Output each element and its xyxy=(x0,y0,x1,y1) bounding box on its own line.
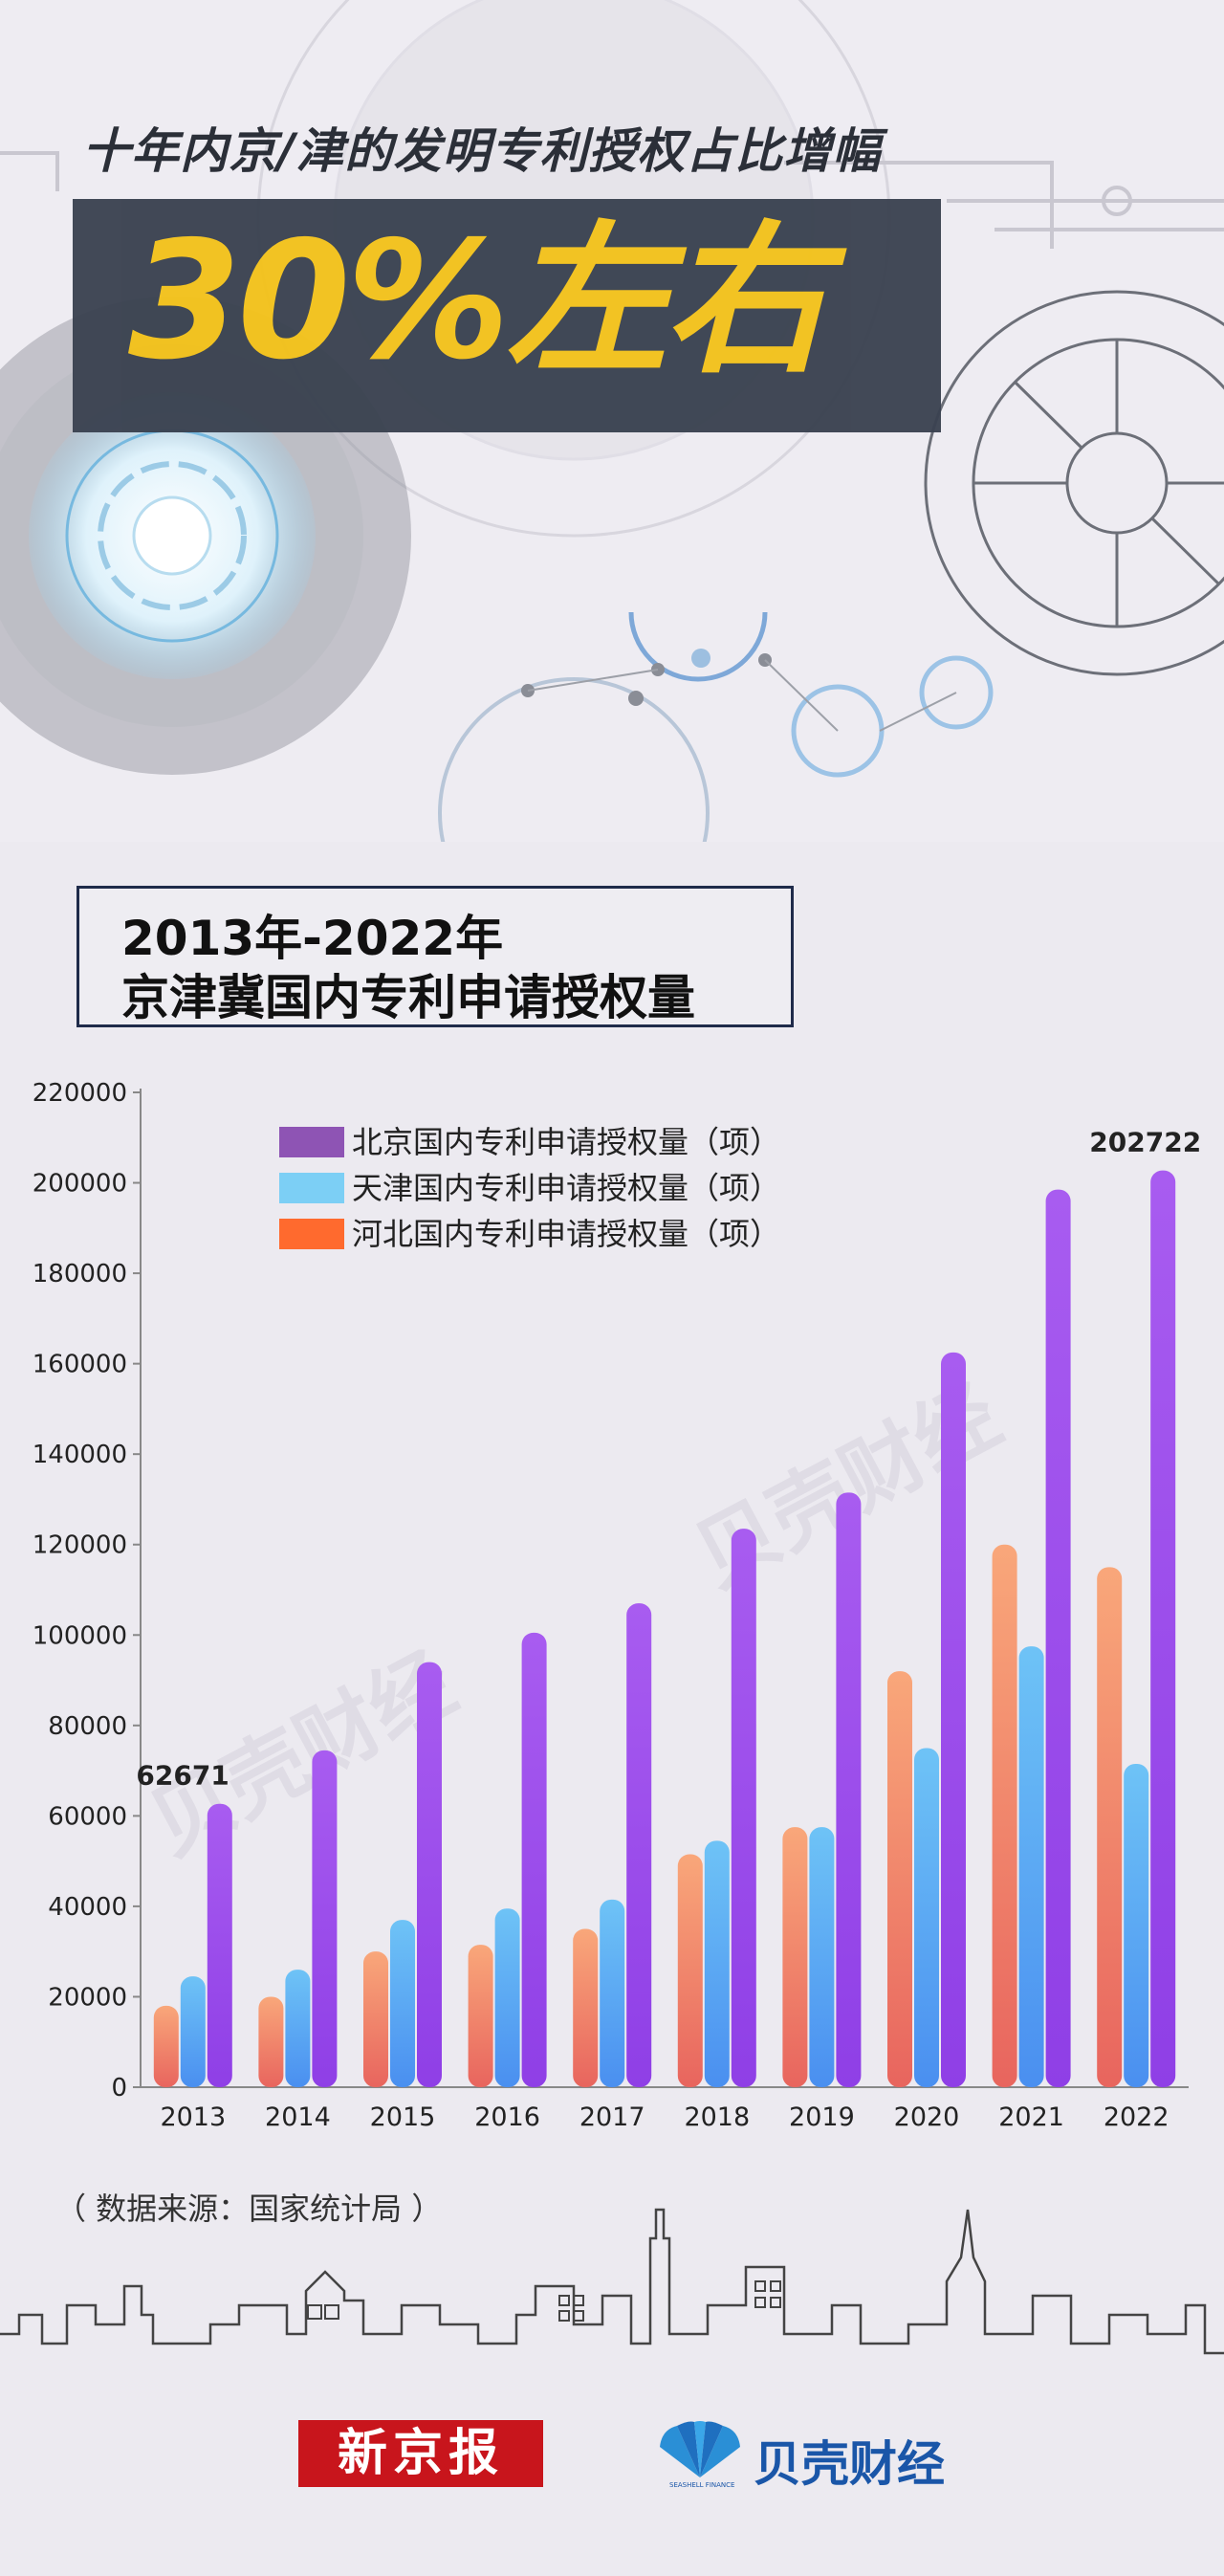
bar-2013-series-0 xyxy=(153,2005,179,2087)
bar-2016-series-0 xyxy=(468,1945,493,2087)
y-tick-label: 140000 xyxy=(33,1441,127,1469)
y-tick-label: 200000 xyxy=(33,1170,127,1199)
x-tick-label: 2017 xyxy=(579,2103,645,2132)
x-tick-label: 2018 xyxy=(684,2103,750,2132)
headline: 十年内京/津的发明专利授权占比增幅 xyxy=(82,123,882,179)
bar-2018-series-2 xyxy=(731,1529,756,2087)
seashell-icon xyxy=(660,2421,740,2477)
data-source: （ 数据来源：国家统计局 ） xyxy=(55,2191,443,2227)
bar-2018-series-0 xyxy=(677,1854,703,2087)
bar-2021-series-2 xyxy=(1045,1189,1071,2087)
bar-2020-series-1 xyxy=(914,1748,939,2087)
bar-2014-series-2 xyxy=(312,1750,338,2087)
bar-2019-series-0 xyxy=(782,1827,808,2087)
highlight-banner: 30%左右 xyxy=(73,199,941,432)
y-tick-label: 20000 xyxy=(48,1983,127,2012)
legend-label: 河北国内专利申请授权量（项） xyxy=(352,1216,780,1252)
legend-swatch xyxy=(279,1173,344,1203)
x-tick-label: 2021 xyxy=(998,2103,1064,2132)
legend-label: 天津国内专利申请授权量（项） xyxy=(352,1170,780,1206)
bar-2017-series-0 xyxy=(573,1928,599,2087)
y-tick-label: 160000 xyxy=(33,1351,127,1379)
x-tick-label: 2013 xyxy=(160,2103,226,2132)
x-tick-label: 2022 xyxy=(1104,2103,1169,2132)
beike-caijing-subtitle: SEASHELL FINANCE xyxy=(669,2481,735,2489)
legend-swatch xyxy=(279,1127,344,1157)
city-skyline-illustration xyxy=(0,2208,1224,2355)
bar-2014-series-0 xyxy=(258,1996,284,2087)
x-tick-label: 2020 xyxy=(894,2103,960,2132)
chart-title: 京津冀国内专利申请授权量 xyxy=(121,970,695,1025)
x-tick-label: 2015 xyxy=(370,2103,436,2132)
y-tick-label: 120000 xyxy=(33,1531,127,1560)
bar-2015-series-1 xyxy=(390,1920,415,2087)
bar-2021-series-1 xyxy=(1018,1646,1044,2087)
y-tick-label: 60000 xyxy=(48,1802,127,1831)
bar-2020-series-2 xyxy=(941,1352,966,2087)
bar-2016-series-1 xyxy=(494,1908,520,2087)
y-tick-label: 180000 xyxy=(33,1260,127,1288)
bar-2015-series-2 xyxy=(417,1662,442,2087)
x-tick-label: 2019 xyxy=(789,2103,855,2132)
gear-outline-icon xyxy=(924,290,1224,676)
beike-caijing-logo: 贝壳财经 SEASHELL FINANCE xyxy=(656,2414,962,2500)
y-tick-label: 100000 xyxy=(33,1621,127,1650)
banner-figure: 30%左右 xyxy=(128,207,827,396)
bar-2014-series-1 xyxy=(285,1970,311,2087)
bar-2013-series-1 xyxy=(180,1976,206,2087)
legend-label: 北京国内专利申请授权量（项） xyxy=(352,1124,780,1160)
chart-title-years: 2013年-2022年 xyxy=(121,911,504,966)
data-label: 202722 xyxy=(1089,1127,1201,1158)
bar-2016-series-2 xyxy=(521,1632,547,2087)
bar-2017-series-1 xyxy=(600,1899,625,2087)
bar-2022-series-2 xyxy=(1150,1170,1176,2087)
data-label: 62671 xyxy=(136,1760,229,1792)
hero-section: 十年内京/津的发明专利授权占比增幅 30%左右 xyxy=(0,0,1224,842)
xinjingbao-logo: 新京报 xyxy=(298,2420,543,2487)
bar-2018-series-1 xyxy=(704,1840,730,2087)
bar-2017-series-2 xyxy=(626,1603,652,2087)
y-tick-label: 40000 xyxy=(48,1893,127,1922)
y-tick-label: 220000 xyxy=(33,1079,127,1108)
bar-2020-series-0 xyxy=(887,1671,912,2087)
bar-2013-series-2 xyxy=(207,1803,232,2087)
legend-swatch xyxy=(279,1219,344,1249)
bar-2022-series-1 xyxy=(1124,1764,1149,2087)
y-tick-label: 80000 xyxy=(48,1712,127,1741)
x-tick-label: 2016 xyxy=(474,2103,540,2132)
x-tick-label: 2014 xyxy=(265,2103,331,2132)
beike-caijing-wordmark: 贝壳财经 xyxy=(754,2436,945,2492)
bar-2015-series-0 xyxy=(363,1951,388,2087)
bar-2021-series-0 xyxy=(992,1544,1017,2087)
chart-title-box: 2013年-2022年 京津冀国内专利申请授权量 xyxy=(76,886,794,1027)
y-tick-label: 0 xyxy=(111,2074,127,2103)
bar-2019-series-2 xyxy=(836,1492,862,2087)
bar-2022-series-0 xyxy=(1097,1567,1123,2087)
bar-2019-series-1 xyxy=(809,1827,835,2087)
bar-chart: 贝壳财经贝壳财经02000040000600008000010000012000… xyxy=(33,1079,1201,2132)
